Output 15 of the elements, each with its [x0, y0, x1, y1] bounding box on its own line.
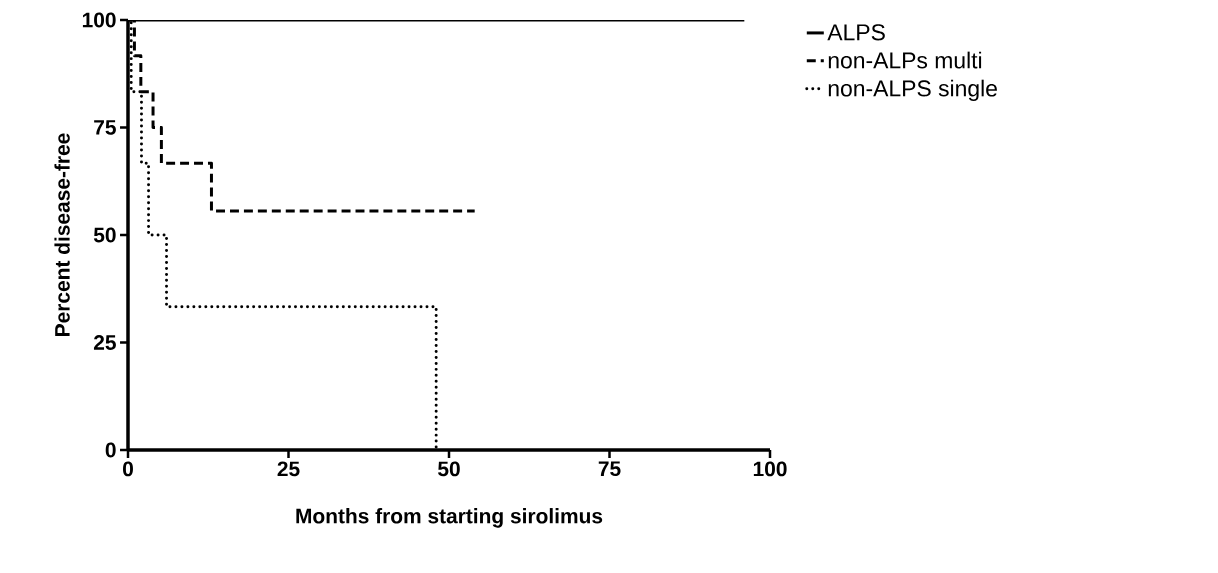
x-tick-label: 100 — [753, 461, 787, 477]
y-tick-label: 0 — [105, 442, 116, 458]
y-tick-label: 100 — [82, 12, 116, 28]
y-axis-title: Percent disease-free — [54, 133, 70, 336]
x-tick-label: 75 — [598, 461, 621, 477]
y-tick-label: 75 — [94, 120, 116, 135]
legend-label: non-ALPS single — [828, 79, 997, 102]
x-tick-label: 25 — [277, 461, 300, 477]
x-tick-label: 50 — [438, 461, 460, 477]
x-tick-label: 0 — [123, 461, 133, 477]
x-axis-title: Months from starting sirolimus — [296, 508, 603, 528]
y-tick-label: 50 — [93, 227, 116, 243]
legend-label: ALPS — [827, 24, 885, 41]
y-tick-label: 25 — [93, 335, 116, 350]
legend-label: non-ALPs multi — [828, 51, 982, 69]
